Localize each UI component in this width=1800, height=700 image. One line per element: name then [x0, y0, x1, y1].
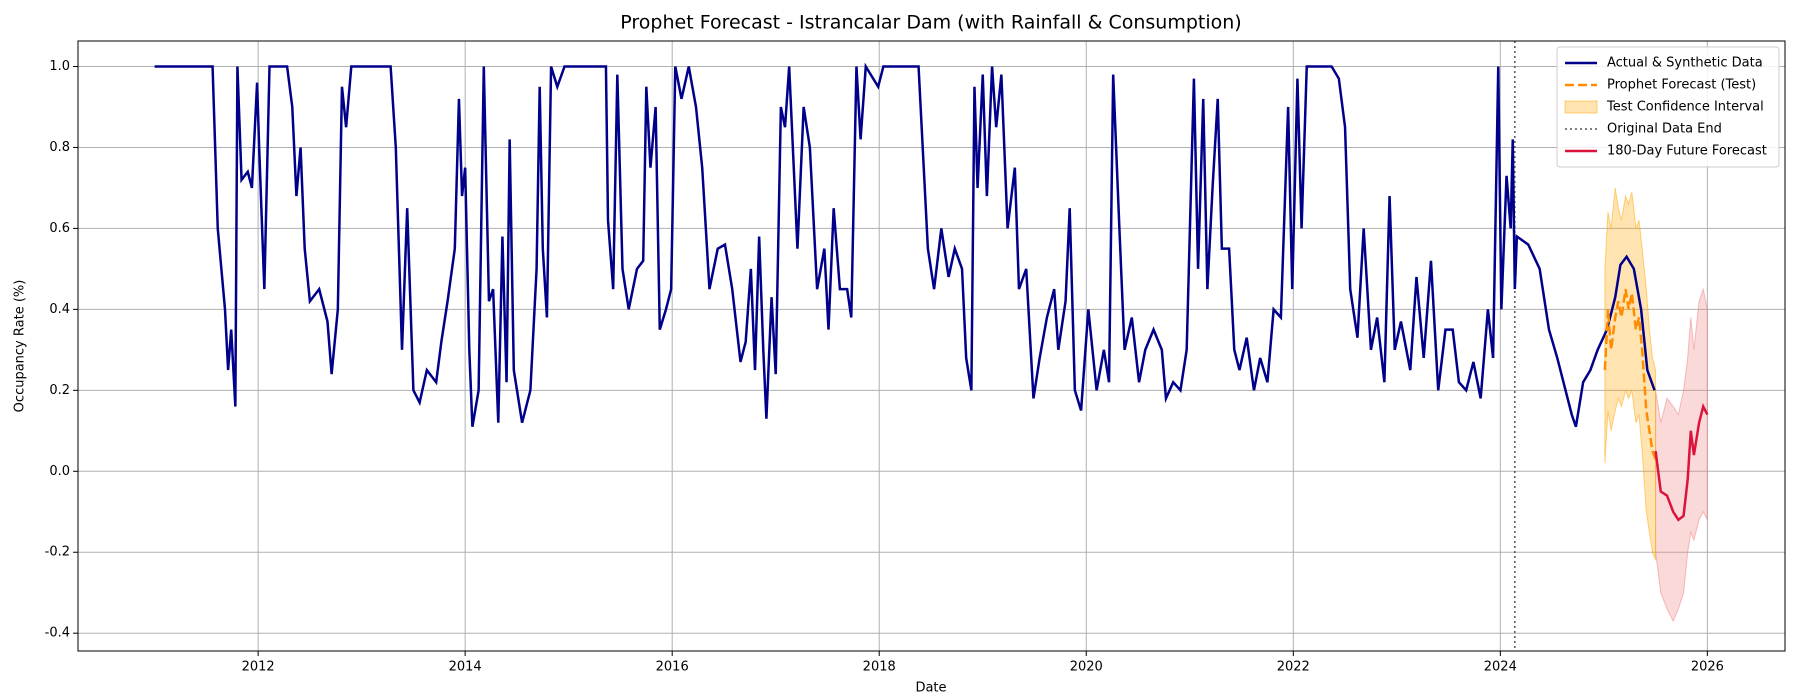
y-axis-label: Occupancy Rate (%) [13, 280, 28, 413]
y-tick-label: -0.2 [45, 545, 70, 560]
series-line [1603, 288, 1657, 460]
legend-swatch [1564, 100, 1598, 114]
legend-label: Test Confidence Interval [1606, 100, 1764, 115]
legend-label: Actual & Synthetic Data [1607, 56, 1763, 71]
y-tick-label: 1.0 [49, 59, 70, 74]
series-line [154, 62, 1656, 428]
x-tick-label: 2024 [1484, 660, 1517, 675]
plot-area [154, 41, 1709, 651]
legend: Actual & Synthetic Data Prophet Forecast … [1556, 46, 1780, 168]
series-line [1654, 403, 1709, 522]
y-tick-label: -0.4 [45, 626, 70, 641]
x-tick-label: 2020 [1070, 660, 1103, 675]
chart-title: Prophet Forecast - Istrancalar Dam (with… [620, 12, 1241, 34]
x-tick-label: 2016 [656, 660, 689, 675]
y-tick-label: 0.4 [49, 302, 70, 317]
legend-label: Original Data End [1607, 122, 1722, 137]
legend-label: Prophet Forecast (Test) [1607, 78, 1756, 93]
y-tick-label: 0.2 [49, 383, 70, 398]
x-tick-label: 2026 [1691, 660, 1724, 675]
x-tick-label: 2018 [863, 660, 896, 675]
x-tick-label: 2012 [242, 660, 275, 675]
axes: -0.4 -0.2 0.0 0.2 0.4 0.6 0.8 1.0 2012 2014 2016 20… [45, 59, 1724, 674]
x-axis-label: Date [915, 681, 946, 696]
x-tick-label: 2014 [449, 660, 482, 675]
y-tick-label: 0.0 [49, 464, 70, 479]
legend-label: 180-Day Future Forecast [1607, 144, 1767, 159]
axes-frame [77, 40, 1786, 652]
x-tick-label: 2022 [1277, 660, 1310, 675]
y-tick-label: 0.8 [49, 140, 70, 155]
legend-box [1556, 46, 1780, 168]
confidence-band [1655, 287, 1708, 623]
y-tick-label: 0.6 [49, 221, 70, 236]
